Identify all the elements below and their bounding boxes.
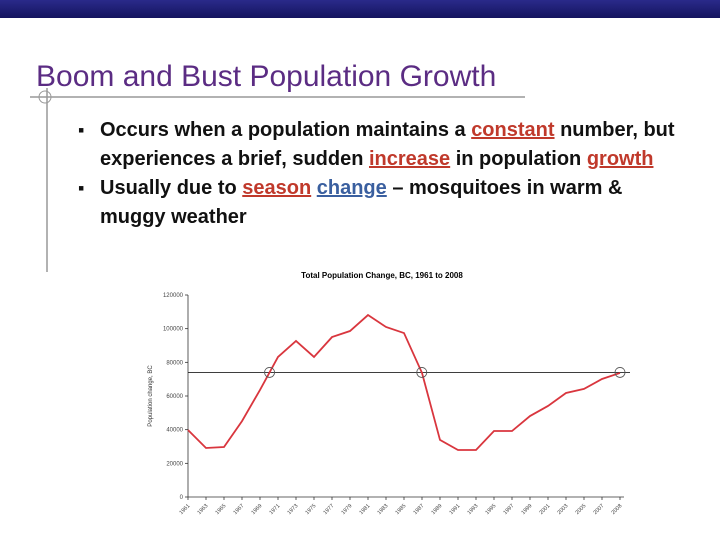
x-tick-label: 1991 — [449, 503, 462, 516]
x-tick-label: 2001 — [539, 503, 552, 516]
x-tick-label: 2005 — [575, 503, 588, 516]
bullet-text: constant — [471, 119, 555, 141]
x-tick-label: 2007 — [593, 503, 606, 516]
y-tick-label: 0 — [180, 495, 184, 501]
x-tick-label: 1993 — [467, 503, 480, 516]
bullet-text: in population — [450, 148, 587, 170]
x-tick-label: 1965 — [215, 503, 228, 516]
y-tick-label: 60000 — [166, 394, 183, 400]
x-tick-label: 1987 — [413, 503, 426, 516]
y-tick-label: 40000 — [166, 428, 183, 434]
x-tick-label: 1999 — [521, 503, 534, 516]
bullet-text: – mosquitoes in warm & muggy weather — [100, 177, 623, 228]
slide-title: Boom and Bust Population Growth — [36, 60, 497, 93]
x-tick-label: 2008 — [611, 503, 624, 516]
x-tick-label: 1971 — [269, 503, 282, 516]
x-tick-label: 1975 — [305, 503, 318, 516]
x-tick-label: 1969 — [251, 503, 264, 516]
crossing-marker — [416, 367, 428, 378]
rule-marker — [38, 90, 52, 104]
x-tick-label: 1989 — [431, 503, 444, 516]
x-tick-label: 1983 — [377, 503, 390, 516]
x-tick-label: 1973 — [287, 503, 300, 516]
x-tick-label: 1979 — [341, 503, 354, 516]
top-bar — [0, 0, 720, 18]
data-line — [187, 313, 621, 451]
bullet-text: change — [316, 177, 387, 199]
x-tick-label: 1963 — [197, 503, 210, 516]
x-tick-label: 2003 — [557, 503, 570, 516]
crossing-marker — [264, 367, 275, 378]
x-tick-label: 1977 — [323, 503, 336, 516]
bullet-text: increase — [369, 148, 451, 170]
bullet-text: Occurs when a population maintains a — [100, 119, 472, 141]
x-tick-label: 1961 — [179, 503, 192, 516]
x-tick-label: 1997 — [503, 503, 516, 516]
y-tick-label: 80000 — [166, 360, 183, 366]
y-tick-label: 120000 — [163, 293, 184, 299]
y-tick-label: 100000 — [163, 327, 184, 333]
bullet: Usually due to season change – mosquitoe… — [78, 174, 678, 232]
end-marker — [614, 367, 626, 378]
y-axis-label: Population change, BC — [148, 365, 154, 427]
bullet-text: growth — [586, 148, 654, 170]
x-tick-label: 1995 — [485, 503, 498, 516]
bullet-text: Usually due to — [100, 177, 243, 199]
bullet-text: season — [242, 177, 312, 199]
chart-title: Total Population Change, BC, 1961 to 200… — [301, 271, 463, 280]
bullet: Occurs when a population maintains a con… — [78, 116, 678, 174]
x-tick-label: 1967 — [233, 503, 246, 516]
x-tick-label: 1981 — [359, 503, 372, 516]
bullet-text: number, but experiences a brief, sudden — [100, 119, 675, 170]
y-tick-label: 20000 — [166, 461, 183, 467]
bullet-list: Occurs when a population maintains a con… — [78, 116, 678, 232]
x-tick-label: 1985 — [395, 503, 408, 516]
